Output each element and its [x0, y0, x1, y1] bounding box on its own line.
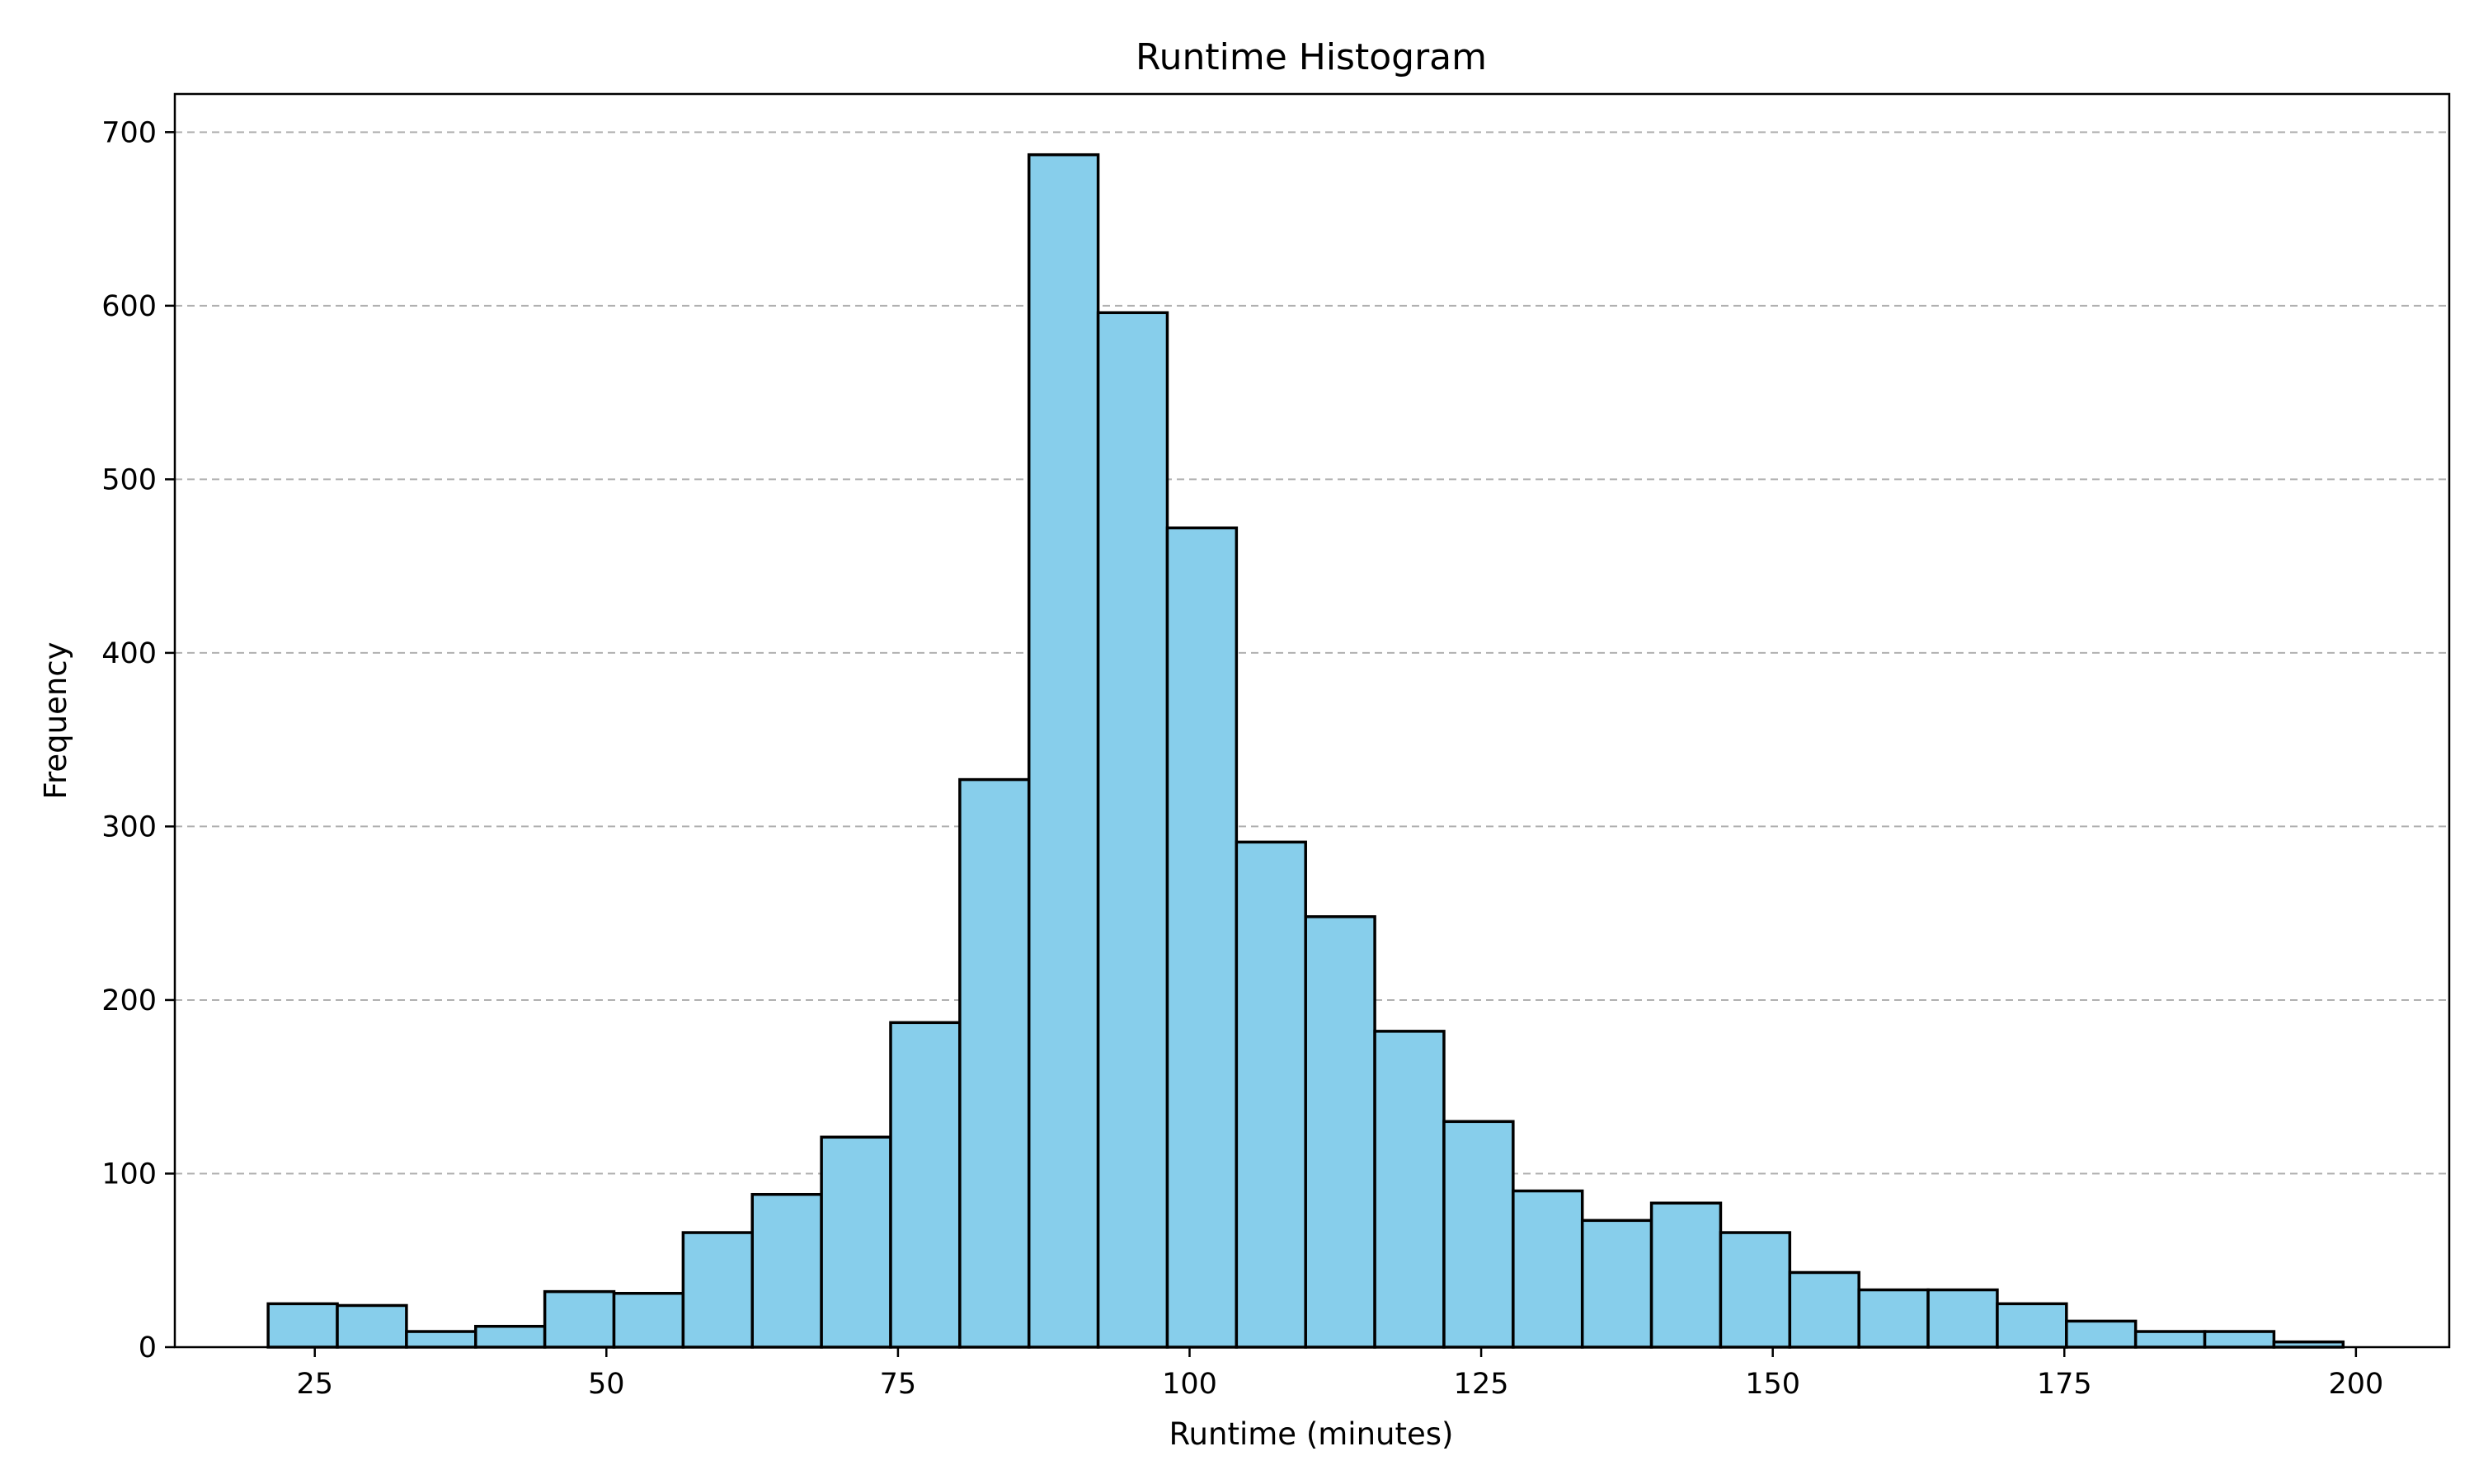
histogram-bar — [1996, 1302, 2068, 1349]
y-tick-label: 0 — [139, 1331, 157, 1364]
histogram-bar — [1512, 1189, 1584, 1349]
axes: 0 100 200 300 400 500 600 700 25 50 75 100 125 150 175… — [101, 116, 2383, 1401]
y-tick-label: 300 — [101, 810, 157, 843]
histogram-bar — [1304, 915, 1376, 1349]
histogram-bar — [681, 1231, 754, 1349]
histogram-bar — [2133, 1330, 2207, 1349]
x-tick-label: 25 — [296, 1368, 333, 1401]
histogram-bar — [336, 1303, 408, 1349]
bars — [266, 153, 2345, 1349]
histogram-bar — [1719, 1231, 1792, 1349]
histogram-bar — [543, 1289, 616, 1349]
x-tick-label: 125 — [1454, 1368, 1509, 1401]
histogram-bar — [1857, 1288, 1930, 1349]
chart-title: Runtime Histogram — [1136, 36, 1487, 78]
x-tick-label: 175 — [2037, 1368, 2092, 1401]
plot-frame — [173, 92, 2451, 1349]
histogram-bar — [1235, 840, 1307, 1349]
x-tick-label: 50 — [588, 1368, 625, 1401]
y-axis-label: Frequency — [38, 641, 73, 799]
gridlines — [175, 131, 2449, 1175]
histogram-bar — [1926, 1288, 1999, 1349]
x-tick-label: 150 — [1745, 1368, 1800, 1401]
y-tick-label: 500 — [101, 463, 157, 496]
x-axis-label: Runtime (minutes) — [1169, 1416, 1454, 1452]
histogram-bar — [1649, 1201, 1723, 1349]
y-tick-label: 200 — [101, 984, 157, 1017]
histogram-bar — [1096, 311, 1169, 1349]
x-tick-label: 75 — [880, 1368, 917, 1401]
histogram-bar — [2203, 1330, 2276, 1349]
histogram-bar — [1373, 1030, 1446, 1349]
x-tick-label: 100 — [1162, 1368, 1217, 1401]
histogram-bar — [1580, 1219, 1653, 1349]
histogram-bar — [1027, 153, 1100, 1349]
histogram-bar — [1788, 1270, 1860, 1349]
histogram-bar — [474, 1324, 547, 1349]
histogram-bar — [750, 1192, 823, 1349]
histogram-bar — [405, 1330, 477, 1349]
histogram-bar — [1442, 1120, 1515, 1349]
histogram-bar — [266, 1302, 339, 1349]
y-tick-label: 400 — [101, 637, 157, 670]
histogram-bar — [612, 1291, 685, 1349]
y-tick-label: 100 — [101, 1158, 157, 1190]
x-tick-label: 200 — [2328, 1368, 2383, 1401]
histogram-bar — [1165, 526, 1239, 1349]
histogram-bar — [889, 1021, 962, 1349]
histogram-bar — [2065, 1319, 2138, 1349]
y-tick-label: 600 — [101, 290, 157, 323]
histogram-bar — [820, 1135, 892, 1349]
y-tick-label: 700 — [101, 116, 157, 149]
histogram-bar — [958, 777, 1031, 1349]
